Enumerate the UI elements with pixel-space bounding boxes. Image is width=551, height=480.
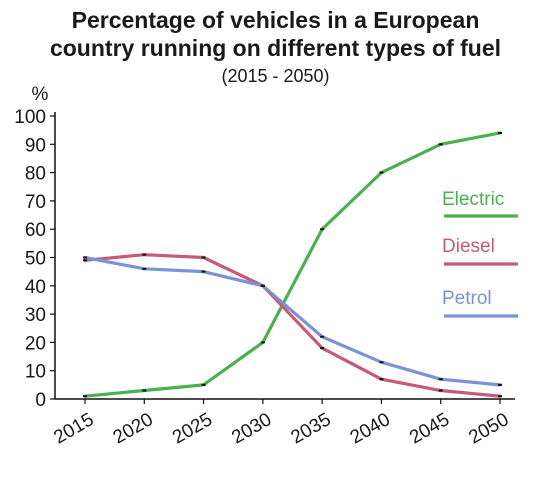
y-tick-label: 70 xyxy=(25,192,46,213)
y-tick-label: 80 xyxy=(25,164,46,185)
legend: Electric Diesel Petrol xyxy=(442,189,518,318)
chart-title-line-2: country running on different types of fu… xyxy=(49,35,502,61)
chart-title-line-1: Percentage of vehicles in a European xyxy=(71,7,480,33)
y-tick-label: 50 xyxy=(25,249,46,270)
y-tick-label: 90 xyxy=(25,135,46,156)
legend-label-petrol: Petrol xyxy=(442,288,492,309)
y-tick-label: 100 xyxy=(14,107,46,128)
series-line-electric xyxy=(83,131,502,398)
series-line-petrol xyxy=(83,255,502,387)
x-tick-label: 2045 xyxy=(406,409,453,448)
legend-label-diesel: Diesel xyxy=(442,236,495,257)
chart-subtitle: (2015 - 2050) xyxy=(221,66,330,86)
x-tick-label: 2020 xyxy=(110,409,157,448)
x-tick-label: 2015 xyxy=(50,409,97,448)
y-tick-label: 0 xyxy=(35,390,46,411)
y-tick-label: 10 xyxy=(25,362,46,383)
x-tick-label: 2035 xyxy=(288,409,335,448)
y-tick-label: 20 xyxy=(25,333,46,354)
axes: % xyxy=(32,84,515,400)
y-tick-label: 40 xyxy=(25,277,46,298)
series-line-diesel xyxy=(83,253,502,398)
legend-label-electric: Electric xyxy=(442,189,504,210)
y-tick-label: 30 xyxy=(25,305,46,326)
y-tick-label: 60 xyxy=(25,220,46,241)
x-tick-label: 2040 xyxy=(347,409,394,448)
series xyxy=(83,131,502,398)
x-tick-label: 2050 xyxy=(465,409,512,448)
y-axis-label: % xyxy=(32,84,49,105)
x-tick-label: 2030 xyxy=(228,409,275,448)
x-tick-label: 2025 xyxy=(169,409,216,448)
